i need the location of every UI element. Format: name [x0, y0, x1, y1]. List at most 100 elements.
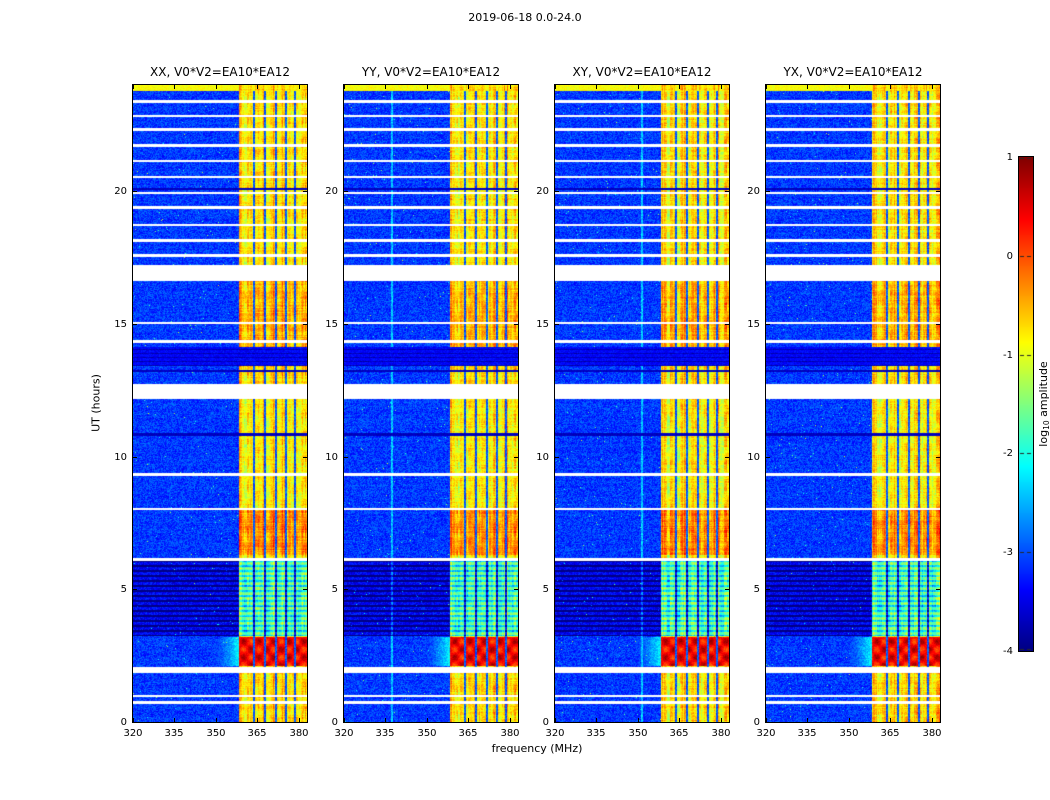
- tick-mark: [766, 722, 770, 723]
- tick-mark: [766, 457, 770, 458]
- y-tick-label: 10: [114, 452, 127, 463]
- tick-mark: [766, 589, 770, 590]
- spectrogram-xy: [555, 85, 729, 722]
- tick-mark: [936, 589, 940, 590]
- tick-mark: [303, 722, 307, 723]
- colorbar-label: log10 amplitude: [1037, 361, 1050, 446]
- tick-mark: [468, 718, 469, 722]
- x-tick-label: 380: [500, 728, 520, 739]
- tick-mark: [725, 324, 729, 325]
- tick-mark: [257, 85, 258, 89]
- tick-mark: [890, 718, 891, 722]
- tick-mark: [936, 457, 940, 458]
- spectrogram-yx: [766, 85, 940, 722]
- y-tick-label: 0: [753, 717, 760, 728]
- tick-mark: [133, 722, 137, 723]
- colorbar-tick-label: -3: [1003, 547, 1013, 558]
- tick-mark: [303, 457, 307, 458]
- x-tick-label: 320: [334, 728, 354, 739]
- x-tick-label: 335: [586, 728, 606, 739]
- colorbar-tick-label: -4: [1003, 646, 1013, 657]
- tick-mark: [807, 85, 808, 89]
- x-tick-label: 380: [922, 728, 942, 739]
- tick-mark: [514, 722, 518, 723]
- y-axis-label: UT (hours): [89, 374, 103, 432]
- tick-mark: [385, 718, 386, 722]
- y-tick-label: 5: [120, 584, 127, 595]
- panel-title-xx: XX, V0*V2=EA10*EA12: [150, 65, 290, 79]
- tick-mark: [638, 718, 639, 722]
- tick-mark: [303, 191, 307, 192]
- tick-mark: [133, 324, 137, 325]
- spectrogram-panel-yx: YX, V0*V2=EA10*EA12: [765, 65, 941, 723]
- tick-mark: [344, 457, 348, 458]
- x-tick-label: 365: [247, 728, 267, 739]
- tick-mark: [133, 85, 134, 89]
- y-tick-label: 0: [120, 717, 127, 728]
- tick-mark: [303, 324, 307, 325]
- colorbar-label-post: amplitude: [1037, 361, 1050, 421]
- x-tick-label: 320: [756, 728, 776, 739]
- tick-mark: [721, 85, 722, 89]
- y-tick-label: 5: [542, 584, 549, 595]
- y-tick-label: 0: [331, 717, 338, 728]
- tick-mark: [596, 85, 597, 89]
- tick-mark: [427, 718, 428, 722]
- tick-mark: [679, 718, 680, 722]
- tick-mark: [427, 85, 428, 89]
- tick-mark: [133, 718, 134, 722]
- spectrogram-panel-yy: YY, V0*V2=EA10*EA12: [343, 65, 519, 723]
- tick-mark: [932, 718, 933, 722]
- tick-mark: [514, 589, 518, 590]
- panel-title-yx: YX, V0*V2=EA10*EA12: [783, 65, 923, 79]
- spectrogram-panel-xx: XX, V0*V2=EA10*EA12: [132, 65, 308, 723]
- tick-mark: [766, 718, 767, 722]
- x-tick-label: 365: [458, 728, 478, 739]
- tick-mark: [766, 191, 770, 192]
- x-tick-label: 380: [289, 728, 309, 739]
- panel-title-xy: XY, V0*V2=EA10*EA12: [572, 65, 712, 79]
- tick-mark: [133, 589, 137, 590]
- tick-mark: [555, 85, 556, 89]
- tick-mark: [257, 718, 258, 722]
- tick-mark: [807, 718, 808, 722]
- x-tick-label: 320: [123, 728, 143, 739]
- tick-mark: [638, 85, 639, 89]
- y-tick-label: 20: [114, 186, 127, 197]
- tick-mark: [514, 191, 518, 192]
- x-tick-label: 365: [880, 728, 900, 739]
- y-tick-label: 10: [536, 452, 549, 463]
- tick-mark: [510, 85, 511, 89]
- x-tick-label: 365: [669, 728, 689, 739]
- tick-mark: [174, 85, 175, 89]
- x-tick-label: 350: [628, 728, 648, 739]
- y-tick-label: 20: [325, 186, 338, 197]
- tick-mark: [555, 324, 559, 325]
- tick-mark: [216, 85, 217, 89]
- tick-mark: [133, 457, 137, 458]
- colorbar: [1018, 156, 1034, 652]
- colorbar-label-sub: 10: [1042, 420, 1050, 430]
- y-tick-label: 10: [747, 452, 760, 463]
- tick-mark: [344, 85, 345, 89]
- y-tick-label: 5: [753, 584, 760, 595]
- tick-mark: [936, 722, 940, 723]
- y-tick-label: 5: [331, 584, 338, 595]
- tick-mark: [299, 85, 300, 89]
- tick-mark: [344, 718, 345, 722]
- tick-mark: [932, 85, 933, 89]
- tick-mark: [890, 85, 891, 89]
- y-tick-label: 15: [325, 319, 338, 330]
- tick-mark: [174, 718, 175, 722]
- y-tick-label: 15: [536, 319, 549, 330]
- y-tick-label: 15: [747, 319, 760, 330]
- tick-mark: [725, 191, 729, 192]
- colorbar-gradient: [1019, 157, 1033, 651]
- tick-mark: [849, 85, 850, 89]
- y-tick-label: 10: [325, 452, 338, 463]
- tick-mark: [385, 85, 386, 89]
- colorbar-label-pre: log: [1037, 429, 1050, 447]
- tick-mark: [510, 718, 511, 722]
- x-tick-label: 350: [839, 728, 859, 739]
